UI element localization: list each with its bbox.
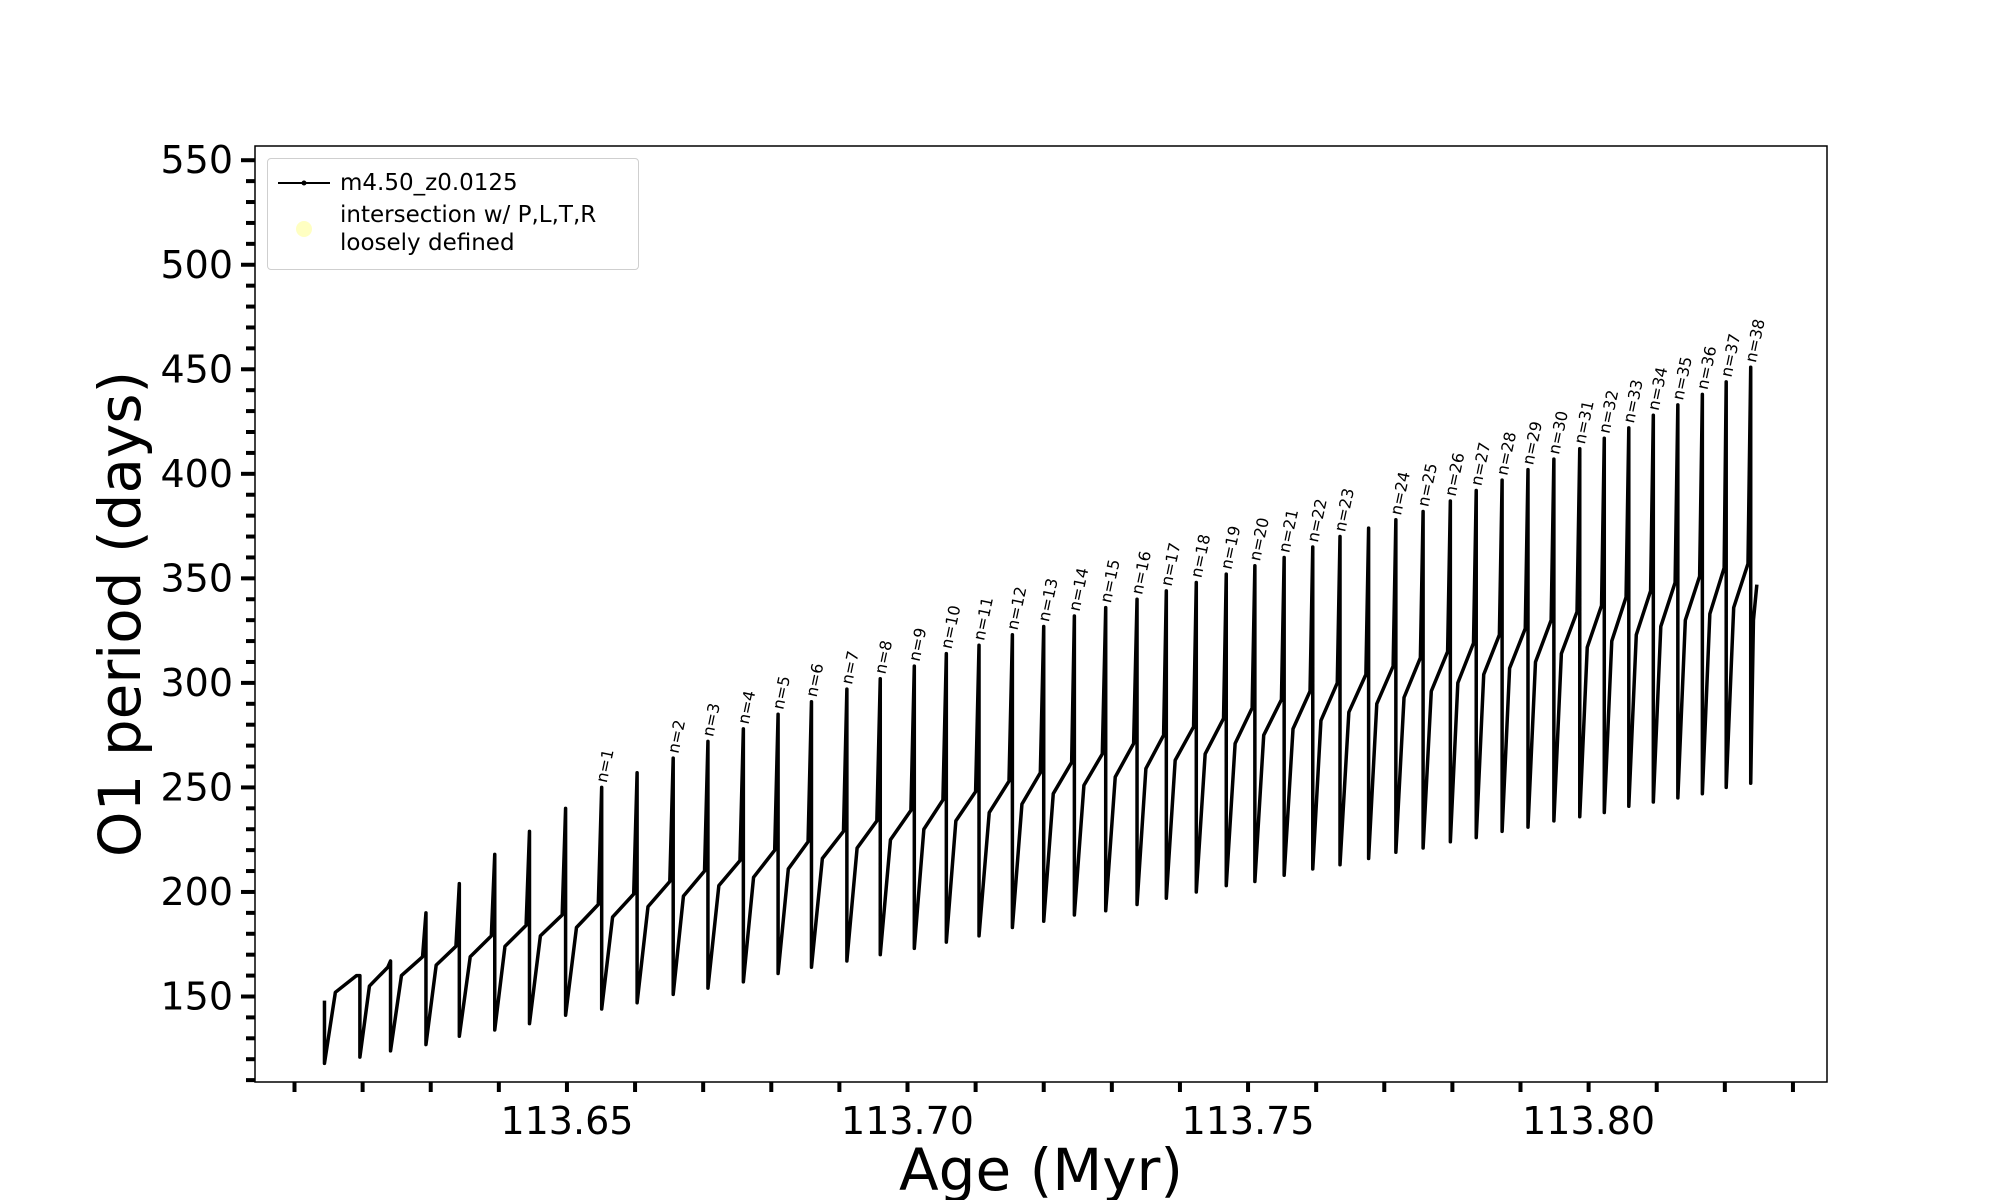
annotation: n=10 — [937, 604, 965, 651]
annotation: n=14 — [1065, 566, 1093, 613]
annotation: n=20 — [1245, 516, 1273, 563]
annotation: n=7 — [837, 649, 863, 686]
y-tick-label: 250 — [160, 765, 233, 809]
annotation: n=3 — [698, 701, 724, 738]
annotation: n=12 — [1003, 585, 1031, 632]
x-tick-label: 113.75 — [1182, 1099, 1315, 1143]
y-tick-label: 550 — [160, 138, 233, 182]
annotation: n=19 — [1217, 524, 1245, 571]
x-tick-label: 113.65 — [500, 1099, 633, 1143]
y-tick-label: 450 — [160, 347, 233, 391]
annotation: n=5 — [768, 674, 794, 711]
y-tick-label: 200 — [160, 870, 233, 914]
annotation: n=31 — [1570, 399, 1598, 446]
annotation: n=4 — [734, 689, 760, 726]
x-tick-label: 113.70 — [841, 1099, 974, 1143]
annotation: n=13 — [1034, 576, 1062, 623]
annotation: n=28 — [1492, 430, 1520, 477]
annotation: n=17 — [1157, 541, 1185, 588]
legend-marker — [296, 221, 312, 237]
y-tick-label: 500 — [160, 243, 233, 287]
annotation: n=35 — [1668, 355, 1696, 402]
annotation: n=30 — [1544, 409, 1572, 456]
annotation: n=6 — [802, 662, 828, 699]
legend-label: m4.50_z0.0125 — [340, 170, 518, 196]
y-tick-label: 150 — [160, 974, 233, 1018]
y-tick-label: 350 — [160, 556, 233, 600]
annotation: n=9 — [905, 626, 931, 663]
annotation: n=37 — [1717, 332, 1745, 379]
annotation: n=25 — [1413, 461, 1441, 508]
legend-item: intersection w/ P,L,T,R loosely defined — [268, 201, 638, 257]
annotation: n=16 — [1127, 549, 1155, 596]
y-axis-title: O1 period (days) — [86, 371, 154, 857]
x-axis-title: Age (Myr) — [899, 1136, 1183, 1200]
annotation: n=26 — [1441, 451, 1469, 498]
y-tick-label: 400 — [160, 452, 233, 496]
annotation: n=24 — [1386, 470, 1414, 517]
annotation: n=8 — [871, 639, 897, 676]
annotation: n=38 — [1741, 317, 1769, 364]
x-tick-label: 113.80 — [1522, 1099, 1655, 1143]
annotation: n=29 — [1518, 420, 1546, 467]
annotation: n=36 — [1693, 344, 1721, 391]
annotation: n=33 — [1619, 378, 1647, 425]
annotation: n=32 — [1595, 388, 1623, 435]
annotation: n=27 — [1467, 440, 1495, 487]
legend-key — [278, 180, 330, 186]
legend-label: intersection w/ P,L,T,R loosely defined — [340, 202, 597, 256]
legend: m4.50_z0.0125 intersection w/ P,L,T,R lo… — [267, 158, 639, 270]
data-line — [322, 365, 1759, 1066]
legend-key — [296, 221, 312, 237]
annotation: n=15 — [1096, 558, 1124, 605]
legend-item: m4.50_z0.0125 — [268, 169, 638, 197]
annotation: n=21 — [1274, 507, 1302, 554]
annotation: n=22 — [1303, 497, 1331, 544]
annotation: n=2 — [664, 718, 690, 755]
annotation: n=11 — [969, 595, 997, 642]
annotation: n=34 — [1644, 365, 1672, 412]
annotation: n=23 — [1330, 486, 1358, 533]
annotation: n=18 — [1187, 532, 1215, 579]
plot-frame — [254, 145, 1828, 1083]
annotation: n=1 — [592, 747, 618, 784]
y-tick-label: 300 — [160, 661, 233, 705]
legend-marker — [301, 180, 307, 186]
